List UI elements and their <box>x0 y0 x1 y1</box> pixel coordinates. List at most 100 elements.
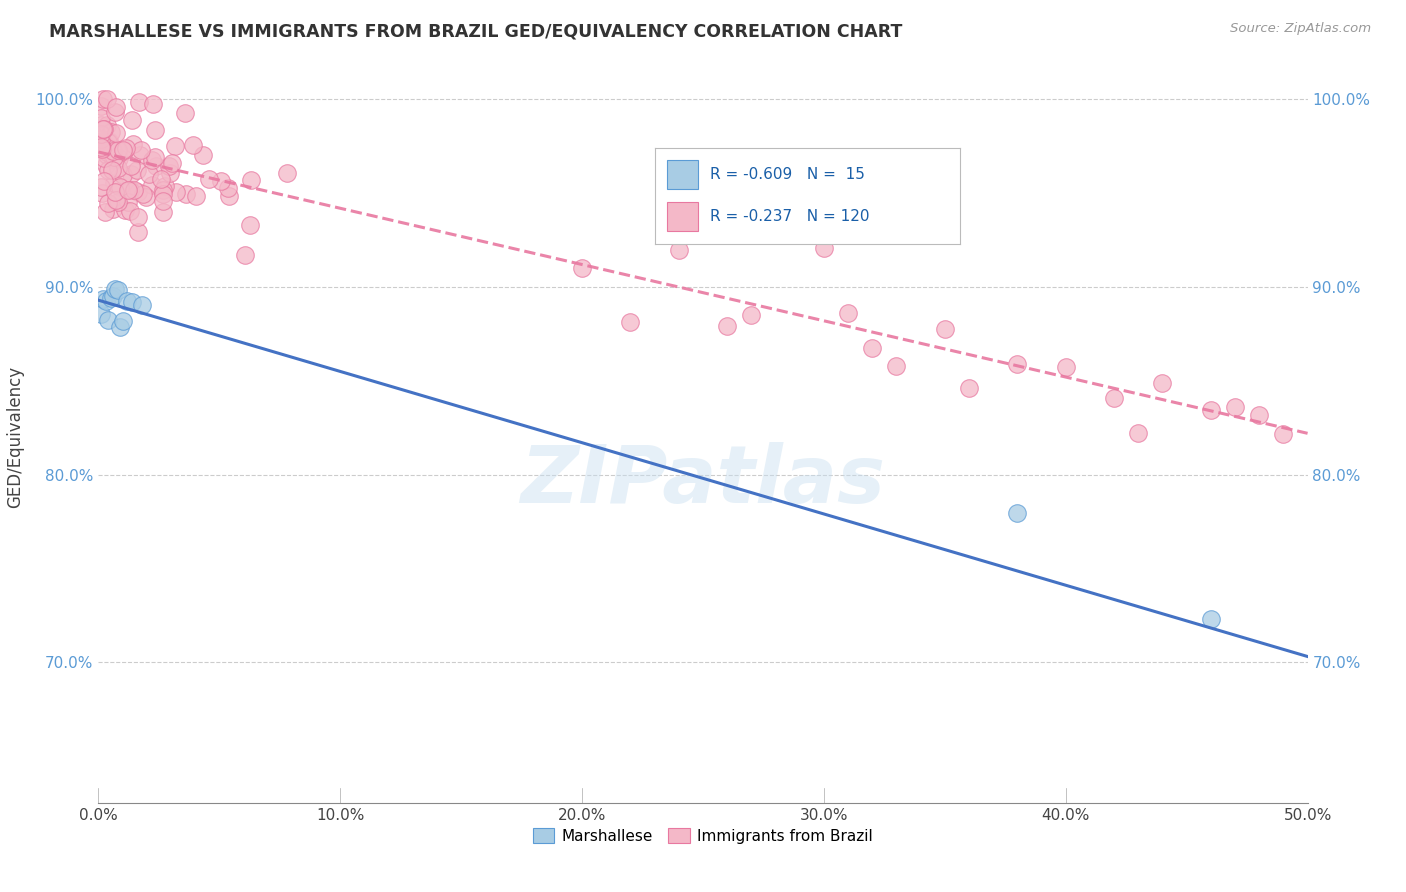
Point <box>112 168 135 182</box>
Point <box>860 342 883 356</box>
Point <box>91 293 114 307</box>
Text: R = -0.237   N = 120: R = -0.237 N = 120 <box>710 209 870 224</box>
Point <box>117 293 139 308</box>
Point <box>101 289 124 303</box>
Point <box>218 189 240 203</box>
Point <box>94 158 117 172</box>
Point <box>90 142 112 156</box>
Point <box>209 174 232 188</box>
Point <box>108 320 131 334</box>
Point <box>107 283 129 297</box>
Point <box>619 315 641 329</box>
Point <box>94 294 117 309</box>
Point <box>118 183 141 197</box>
Point <box>1199 612 1222 626</box>
Point <box>1128 425 1150 440</box>
Point <box>571 260 593 275</box>
Point <box>276 166 298 180</box>
Point <box>174 106 197 120</box>
Point <box>186 188 208 202</box>
Point <box>90 128 112 142</box>
Point <box>128 148 150 162</box>
Point <box>165 139 187 153</box>
Point <box>101 162 124 177</box>
Point <box>117 183 139 197</box>
Point <box>90 136 112 150</box>
Point <box>104 282 127 296</box>
Point <box>131 186 153 201</box>
Point <box>101 145 124 159</box>
Point <box>91 186 114 200</box>
Point <box>103 176 125 190</box>
Point <box>104 105 127 120</box>
Point <box>93 122 115 136</box>
FancyBboxPatch shape <box>668 202 697 231</box>
Point <box>90 131 112 145</box>
Point <box>239 218 262 232</box>
Point <box>127 225 149 239</box>
Point <box>886 359 908 373</box>
Point <box>104 193 127 207</box>
Point <box>157 159 180 173</box>
Point <box>152 194 174 208</box>
Point <box>90 99 112 113</box>
Point <box>129 143 152 157</box>
Point <box>120 203 142 218</box>
Point <box>155 178 177 193</box>
Text: Source: ZipAtlas.com: Source: ZipAtlas.com <box>1230 22 1371 36</box>
Point <box>740 308 762 322</box>
Point <box>1102 392 1125 406</box>
Point <box>127 211 149 225</box>
Point <box>96 147 118 161</box>
Point <box>97 313 120 327</box>
Text: R = -0.609   N =  15: R = -0.609 N = 15 <box>710 167 865 182</box>
Point <box>159 166 181 180</box>
Point <box>813 241 835 255</box>
Point <box>1223 400 1246 414</box>
Point <box>160 156 183 170</box>
Point <box>152 205 174 219</box>
Point <box>191 147 214 161</box>
Point <box>1054 360 1077 375</box>
Text: MARSHALLESE VS IMMIGRANTS FROM BRAZIL GED/EQUIVALENCY CORRELATION CHART: MARSHALLESE VS IMMIGRANTS FROM BRAZIL GE… <box>49 22 903 40</box>
Point <box>121 112 143 127</box>
Point <box>233 248 256 262</box>
Point <box>103 150 125 164</box>
Point <box>127 163 149 178</box>
Point <box>120 159 142 173</box>
Point <box>91 93 114 107</box>
Point <box>104 100 127 114</box>
Point <box>135 190 157 204</box>
Point <box>96 93 118 107</box>
Point <box>112 145 135 159</box>
Point <box>1249 408 1271 422</box>
Point <box>111 314 134 328</box>
Point <box>114 202 136 217</box>
Y-axis label: GED/Equivalency: GED/Equivalency <box>7 366 24 508</box>
Point <box>108 151 131 165</box>
Point <box>1199 402 1222 417</box>
Point <box>138 167 160 181</box>
Point <box>716 318 738 333</box>
Point <box>111 143 134 157</box>
Point <box>143 123 166 137</box>
Point <box>142 97 165 112</box>
Point <box>90 140 112 154</box>
Point <box>174 186 197 201</box>
Point <box>97 195 120 210</box>
Point <box>107 144 129 158</box>
Point <box>103 202 125 216</box>
Point <box>97 135 120 149</box>
Point <box>124 182 146 196</box>
Point <box>90 111 112 125</box>
Point <box>1272 426 1295 441</box>
Point <box>90 180 112 194</box>
Point <box>97 162 120 177</box>
Point <box>93 151 115 165</box>
Point <box>145 159 167 173</box>
Point <box>115 141 138 155</box>
Point <box>107 194 129 209</box>
Point <box>217 181 239 195</box>
Point <box>121 136 143 151</box>
Point <box>837 305 859 319</box>
